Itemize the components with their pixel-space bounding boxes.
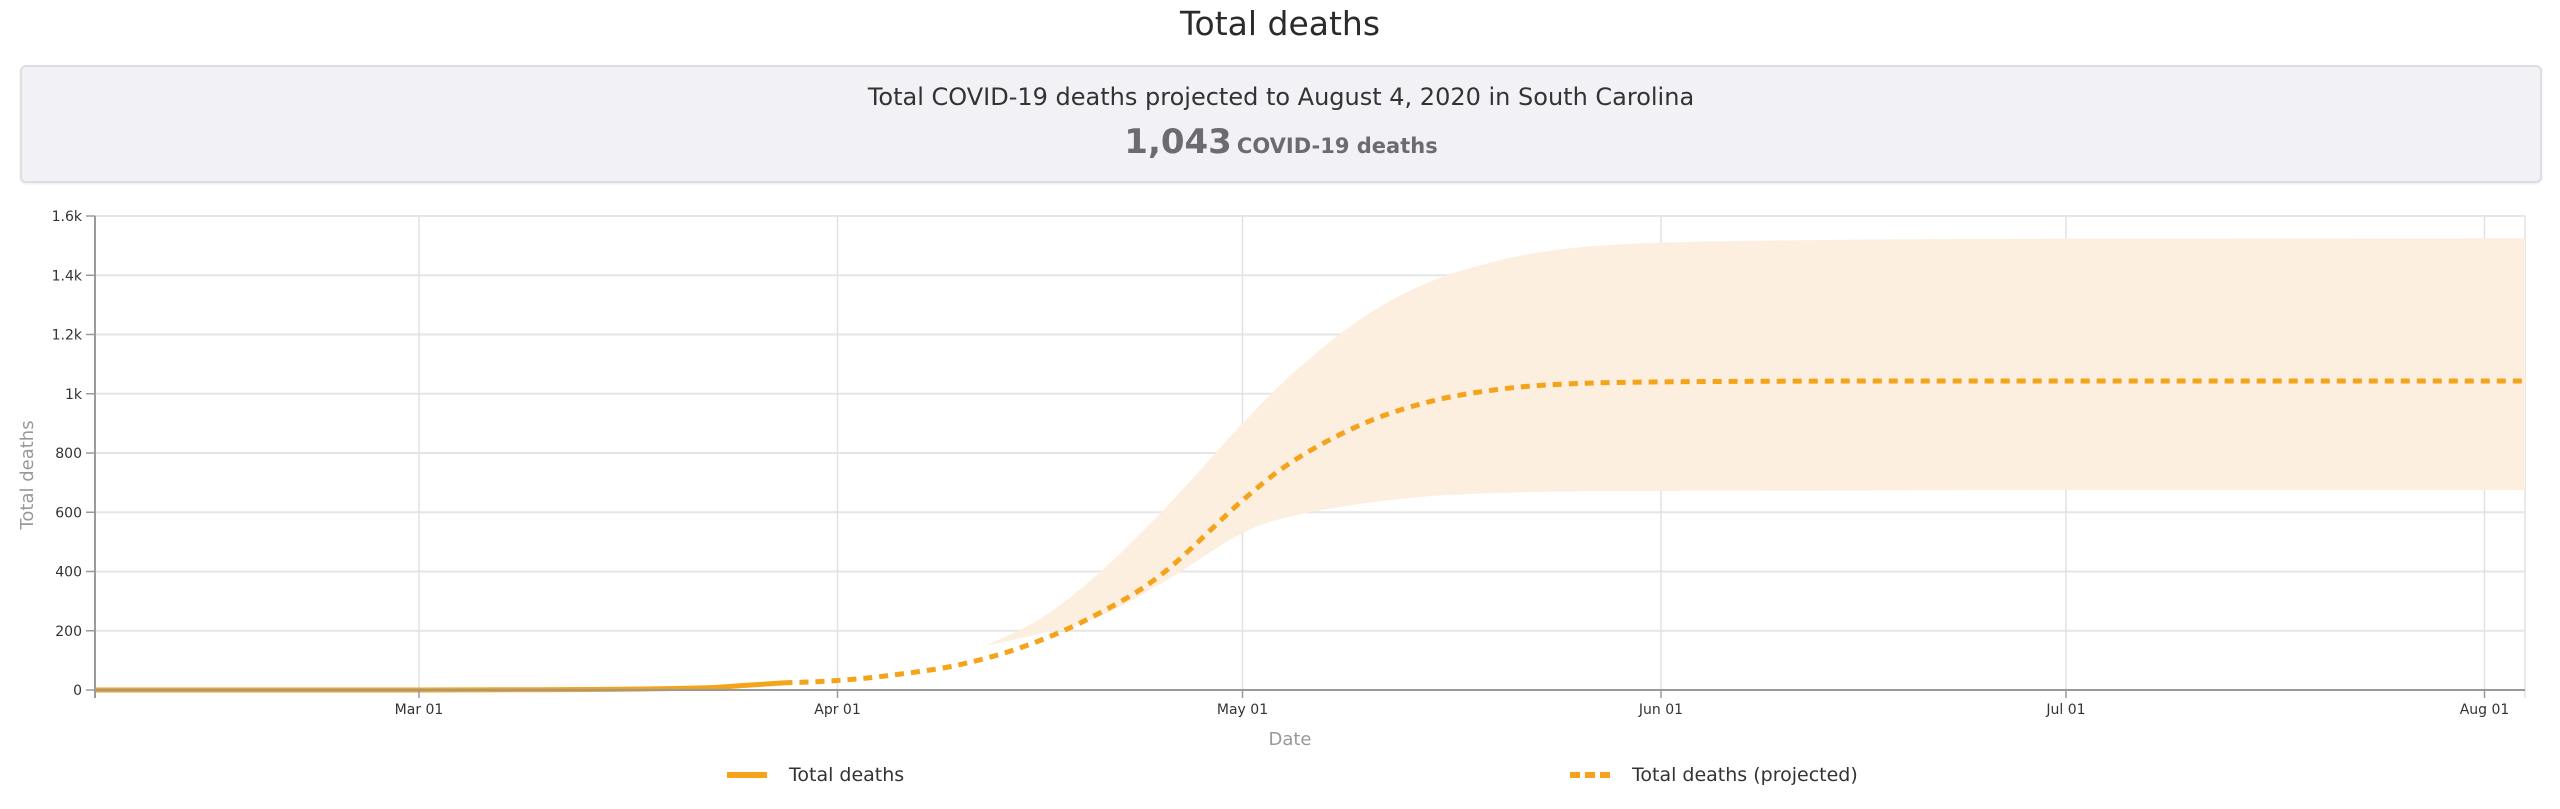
uncertainty-band [986,238,2525,646]
chart-title: Total deaths [1179,4,1381,43]
x-tick-label: Jul 01 [2045,702,2085,718]
summary-headline: Total COVID-19 deaths projected to Augus… [867,83,1695,111]
y-tick-label: 1.4k [52,268,83,284]
y-tick-label: 400 [55,565,82,581]
summary-value: 1,043 [1124,122,1232,162]
summary-total: 1,043 COVID-19 deaths [22,122,2540,162]
y-tick-label: 800 [55,446,82,462]
x-tick-label: Jun 01 [1638,702,1683,718]
dashed-line-swatch-icon [1570,772,1610,778]
legend-label: Total deaths (projected) [1632,764,1858,786]
x-tick-label: Mar 01 [395,702,444,718]
summary-panel: Total COVID-19 deaths projected to Augus… [20,65,2542,183]
series-line-total-deaths-projected [783,378,2525,686]
y-tick-label: 200 [55,624,82,640]
y-tick-label: 0 [73,683,82,699]
line-chart: 0 200 400 600 800 1k 1.2k 1.4k 1.6k Mar 01 Apr 01 M… [17,209,2526,750]
y-axis-label: Total deaths [17,420,38,530]
series-line-total-deaths [94,680,784,693]
x-tick-label: Aug 01 [2460,702,2510,718]
x-tick-label: Apr 01 [814,702,860,718]
solid-line-swatch-icon [727,772,767,778]
legend-item-total-deaths[interactable]: Total deaths [727,764,904,786]
summary-unit: COVID-19 deaths [1236,134,1438,158]
y-tick-label: 1.2k [52,328,83,344]
x-axis-label: Date [1268,729,1311,750]
legend-label: Total deaths [789,764,905,786]
axes: 0 200 400 600 800 1k 1.2k 1.4k 1.6k Mar 01 Apr 01 M… [52,209,2525,718]
y-tick-label: 1k [65,387,83,403]
y-tick-label: 1.6k [52,209,83,225]
legend-item-total-deaths-projected[interactable]: Total deaths (projected) [1570,764,1858,786]
x-tick-label: May 01 [1217,702,1268,718]
y-tick-label: 600 [55,505,82,521]
